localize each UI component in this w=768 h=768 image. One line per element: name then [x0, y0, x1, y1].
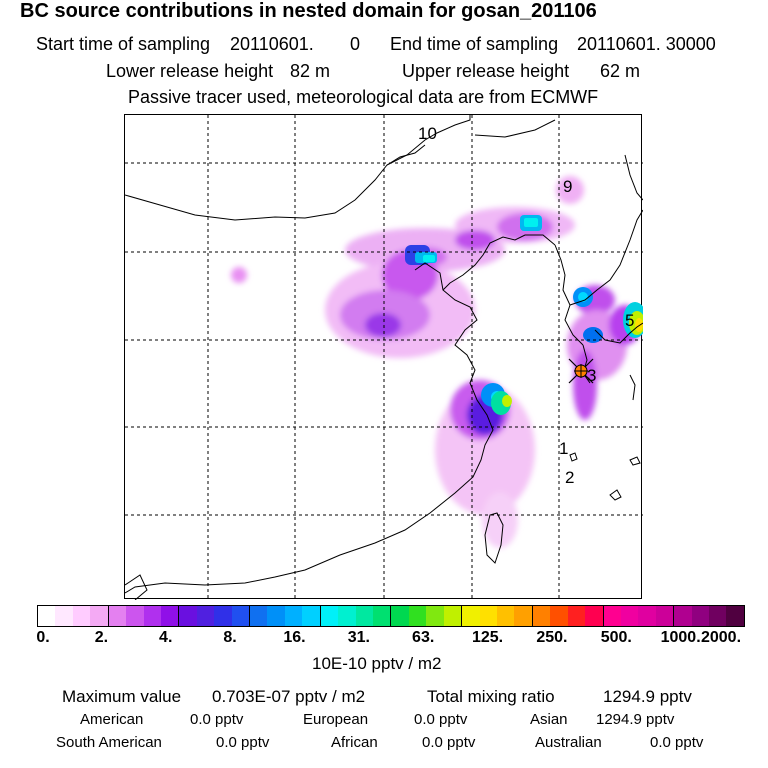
colorbar-swatch: [532, 606, 551, 626]
region-value: 0.0 pptv: [422, 734, 476, 751]
colorbar-swatch: [443, 606, 463, 626]
concentration-hotspots: [405, 215, 647, 415]
lower-release-label: Lower release height: [106, 61, 274, 81]
start-time-label: Start time of sampling: [36, 34, 211, 54]
region-value: 0.0 pptv: [216, 734, 270, 751]
colorbar-swatch: [408, 606, 427, 626]
start-time-hour: 0: [350, 34, 361, 54]
region-name: Australian: [535, 734, 602, 751]
trajectory-label: 5: [625, 311, 634, 330]
colorbar-swatch: [620, 606, 639, 626]
max-value-label: Maximum value: [62, 687, 182, 706]
concentration-plume: [231, 176, 641, 548]
colorbar-swatch: [585, 606, 604, 626]
trajectory-label: 3: [587, 366, 596, 385]
region-value: 1294.9 pptv: [596, 711, 675, 728]
colorbar-swatch: [462, 606, 480, 626]
region-value: 0.0 pptv: [414, 711, 468, 728]
colorbar: [37, 605, 745, 627]
colorbar-tick-label: 125.: [471, 629, 504, 646]
receptor-marker: [568, 358, 594, 384]
colorbar-tick-label: 8.: [223, 629, 237, 646]
trajectory-label: 2: [565, 468, 574, 487]
colorbar-swatch: [231, 606, 251, 626]
region-name: American: [80, 711, 144, 728]
end-time-label: End time of sampling: [390, 34, 559, 54]
colorbar-swatch: [514, 606, 533, 626]
colorbar-tick-label: 0.: [36, 629, 50, 646]
colorbar-swatch: [320, 606, 339, 626]
lat-lon-grid: [125, 115, 643, 600]
colorbar-swatch: [196, 606, 215, 626]
colorbar-swatch: [479, 606, 497, 626]
colorbar-tick-label: 16.: [283, 629, 306, 646]
colorbar-swatch: [691, 606, 710, 626]
start-time-value: 20110601.: [230, 34, 314, 54]
region-name: South American: [56, 734, 162, 751]
colorbar-swatch: [373, 606, 392, 626]
colorbar-tick-label: 2000.: [700, 629, 742, 646]
colorbar-swatch: [638, 606, 656, 626]
colorbar-swatch: [338, 606, 356, 626]
coastlines: [124, 115, 644, 601]
colorbar-swatch: [55, 606, 73, 626]
colorbar-swatch: [567, 606, 586, 626]
colorbar-swatch: [179, 606, 197, 626]
colorbar-swatch: [302, 606, 321, 626]
map-canvas: 10 9 5 3 1 2: [124, 115, 647, 601]
colorbar-swatch: [108, 606, 127, 626]
max-value: 0.703E-07 pptv / m2: [212, 687, 366, 706]
trajectory-label: 1: [559, 439, 568, 458]
colorbar-swatch: [603, 606, 621, 626]
colorbar-swatch: [426, 606, 444, 626]
tracer-note: Passive tracer used, meteorological data…: [128, 87, 599, 107]
colorbar-tick-labels: 0. 2. 4. 8. 16. 31. 63. 125. 250. 500. 1000. 2000.: [0, 629, 768, 651]
colorbar-swatch: [496, 606, 515, 626]
total-mixing-value: 1294.9 pptv: [603, 687, 692, 706]
upper-release-label: Upper release height: [402, 61, 570, 81]
total-mixing-label: Total mixing ratio: [427, 687, 555, 706]
colorbar-swatch: [655, 606, 675, 626]
colorbar-units: 10E-10 pptv / m2: [312, 654, 442, 673]
colorbar-swatch: [250, 606, 268, 626]
colorbar-swatch: [726, 606, 744, 626]
colorbar-swatch: [38, 606, 56, 626]
colorbar-tick-label: 63.: [412, 629, 435, 646]
source-contribution-map: 10 9 5 3 1 2: [124, 114, 647, 601]
lower-release-value: 82 m: [290, 61, 331, 81]
colorbar-tick-label: 500.: [600, 629, 632, 646]
chart-title: BC source contributions in nested domain…: [20, 0, 597, 22]
colorbar-tick-label: 2.: [94, 629, 109, 646]
upper-release-value: 62 m: [600, 61, 641, 81]
colorbar-swatch: [143, 606, 161, 626]
colorbar-tick-label: 250.: [536, 629, 568, 646]
colorbar-swatch: [160, 606, 180, 626]
trajectory-label: 9: [563, 177, 572, 196]
trajectory-label: 10: [418, 124, 437, 143]
colorbar-swatch: [267, 606, 285, 626]
colorbar-swatch: [284, 606, 303, 626]
region-name: Asian: [530, 711, 568, 728]
colorbar-tick-label: 31.: [347, 629, 370, 646]
region-value: 0.0 pptv: [190, 711, 244, 728]
colorbar-swatch: [550, 606, 568, 626]
colorbar-swatch: [72, 606, 91, 626]
end-time-value: 20110601. 30000: [577, 34, 716, 54]
colorbar-tick-label: 1000.: [660, 629, 701, 646]
region-value: 0.0 pptv: [650, 734, 704, 751]
colorbar-swatch: [126, 606, 144, 626]
colorbar-swatch: [391, 606, 409, 626]
region-name: European: [303, 711, 369, 728]
colorbar-swatch: [674, 606, 692, 626]
region-name: African: [331, 734, 378, 751]
colorbar-swatch: [90, 606, 109, 626]
colorbar-swatch: [355, 606, 374, 626]
colorbar-swatch: [709, 606, 727, 626]
colorbar-swatch: [214, 606, 232, 626]
colorbar-tick-label: 4.: [159, 629, 173, 646]
